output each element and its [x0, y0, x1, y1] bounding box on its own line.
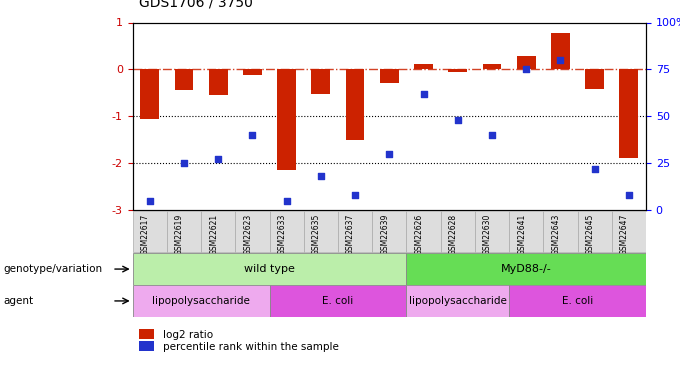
- Bar: [543, 211, 577, 252]
- Text: E. coli: E. coli: [562, 296, 593, 306]
- Bar: [407, 253, 646, 285]
- Text: GSM22623: GSM22623: [243, 213, 252, 255]
- Text: GSM22628: GSM22628: [449, 213, 458, 255]
- Text: GSM22617: GSM22617: [141, 213, 150, 255]
- Text: GSM22626: GSM22626: [415, 213, 424, 255]
- Bar: [577, 211, 612, 252]
- Point: [316, 173, 326, 179]
- Bar: [133, 285, 269, 317]
- Bar: [269, 285, 407, 317]
- Text: GSM22633: GSM22633: [277, 213, 287, 255]
- Bar: [338, 211, 372, 252]
- Text: GSM22643: GSM22643: [551, 213, 560, 255]
- Bar: [441, 211, 475, 252]
- Text: agent: agent: [3, 296, 33, 306]
- Text: E. coli: E. coli: [322, 296, 354, 306]
- Text: GSM22621: GSM22621: [209, 213, 218, 255]
- Point: [247, 132, 258, 138]
- Bar: [509, 211, 543, 252]
- Text: GSM22645: GSM22645: [585, 213, 594, 255]
- Point: [282, 198, 292, 204]
- Point: [144, 198, 155, 204]
- Bar: [407, 285, 509, 317]
- Text: MyD88-/-: MyD88-/-: [501, 264, 551, 274]
- Text: GSM22639: GSM22639: [380, 213, 389, 255]
- Bar: [380, 69, 398, 82]
- Bar: [475, 211, 509, 252]
- Text: percentile rank within the sample: percentile rank within the sample: [163, 342, 339, 352]
- Text: genotype/variation: genotype/variation: [3, 264, 103, 274]
- Bar: [167, 211, 201, 252]
- Text: GSM22619: GSM22619: [175, 213, 184, 255]
- Text: GSM22635: GSM22635: [312, 213, 321, 255]
- Bar: [372, 211, 407, 252]
- Text: lipopolysaccharide: lipopolysaccharide: [152, 296, 250, 306]
- Bar: [585, 69, 604, 89]
- Bar: [311, 69, 330, 94]
- Text: GSM22630: GSM22630: [483, 213, 492, 255]
- Text: GDS1706 / 3750: GDS1706 / 3750: [139, 0, 253, 9]
- Bar: [304, 211, 338, 252]
- Point: [350, 192, 360, 198]
- Bar: [619, 69, 639, 158]
- Bar: [133, 253, 407, 285]
- Bar: [612, 211, 646, 252]
- Text: wild type: wild type: [244, 264, 295, 274]
- Text: log2 ratio: log2 ratio: [163, 330, 213, 339]
- Point: [452, 117, 463, 123]
- Point: [487, 132, 498, 138]
- Text: GSM22641: GSM22641: [517, 213, 526, 255]
- Bar: [551, 33, 570, 69]
- Bar: [407, 211, 441, 252]
- Bar: [345, 69, 364, 140]
- Bar: [269, 211, 304, 252]
- Bar: [517, 56, 536, 69]
- Bar: [448, 69, 467, 72]
- Point: [418, 91, 429, 97]
- Bar: [140, 69, 159, 118]
- Text: GSM22647: GSM22647: [620, 213, 629, 255]
- Text: GSM22637: GSM22637: [346, 213, 355, 255]
- Text: lipopolysaccharide: lipopolysaccharide: [409, 296, 507, 306]
- Bar: [209, 69, 228, 95]
- Point: [555, 57, 566, 63]
- Bar: [277, 69, 296, 170]
- Point: [178, 160, 189, 166]
- Bar: [243, 69, 262, 75]
- Bar: [201, 211, 235, 252]
- Bar: [133, 211, 167, 252]
- Bar: [175, 69, 193, 90]
- Bar: [414, 64, 433, 69]
- Point: [589, 166, 600, 172]
- Point: [521, 66, 532, 72]
- Bar: [509, 285, 646, 317]
- Point: [624, 192, 634, 198]
- Bar: [235, 211, 269, 252]
- Point: [213, 156, 224, 162]
- Point: [384, 151, 394, 157]
- Bar: [483, 64, 501, 69]
